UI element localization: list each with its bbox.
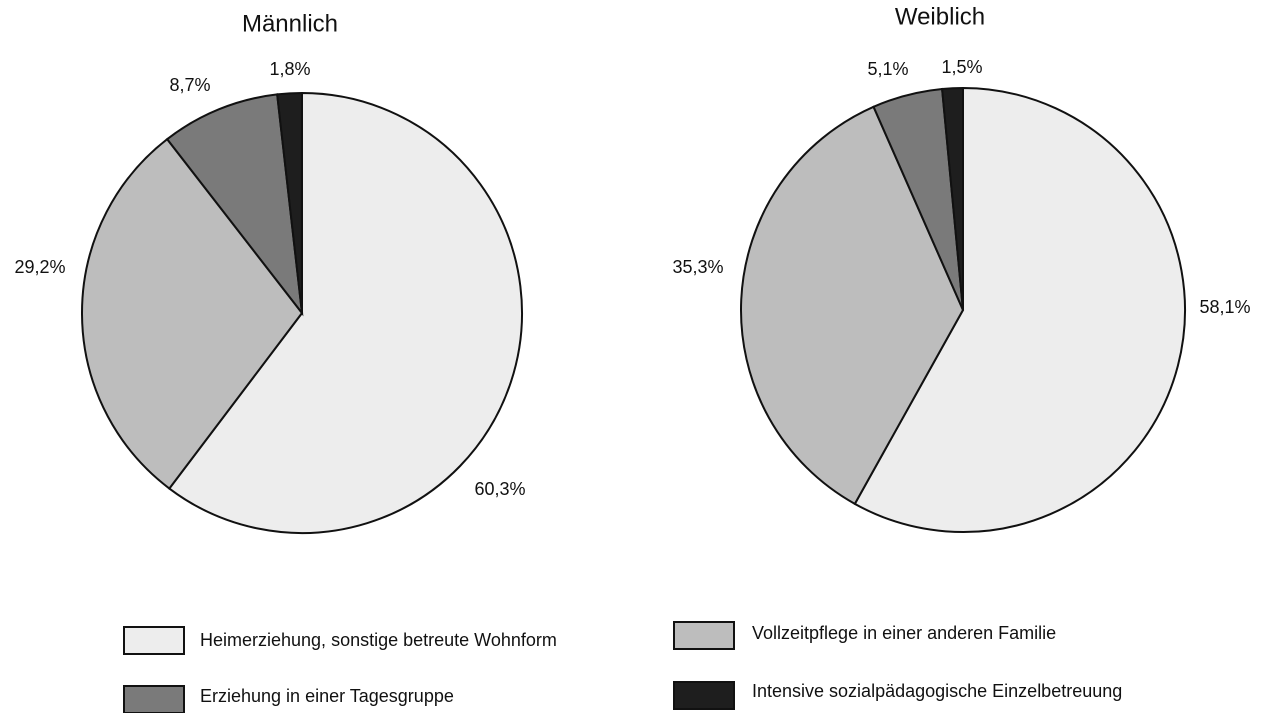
legend-label: Heimerziehung, sonstige betreute Wohnfor… [200, 630, 557, 650]
pie-slice [941, 86, 964, 311]
data-label: 35,3% [672, 257, 723, 277]
data-label: 8,7% [169, 75, 210, 95]
pie-slice [740, 105, 965, 506]
pie-slice [167, 91, 523, 534]
data-label: 5,1% [867, 59, 908, 79]
pie-slice [853, 86, 1186, 533]
data-label: 60,3% [474, 479, 525, 499]
data-label: 1,8% [269, 59, 310, 79]
legend-swatch [673, 621, 735, 650]
legend-label: Vollzeitpflege in einer anderen Familie [752, 623, 1056, 643]
data-label: 1,5% [941, 57, 982, 77]
chart-title: Männlich [242, 10, 338, 37]
chart-title: Weiblich [895, 3, 985, 30]
legend-swatch [123, 626, 185, 655]
legend-label: Erziehung in einer Tagesgruppe [200, 686, 454, 706]
legend-label: Intensive sozialpädagogische Einzelbetre… [752, 681, 1122, 701]
data-label: 58,1% [1199, 297, 1250, 317]
pie-slice [276, 91, 303, 314]
legend-swatch [673, 681, 735, 710]
data-label: 29,2% [14, 257, 65, 277]
pie-slice [165, 93, 304, 317]
legend-swatch [123, 685, 185, 713]
pie-slice [81, 137, 304, 490]
